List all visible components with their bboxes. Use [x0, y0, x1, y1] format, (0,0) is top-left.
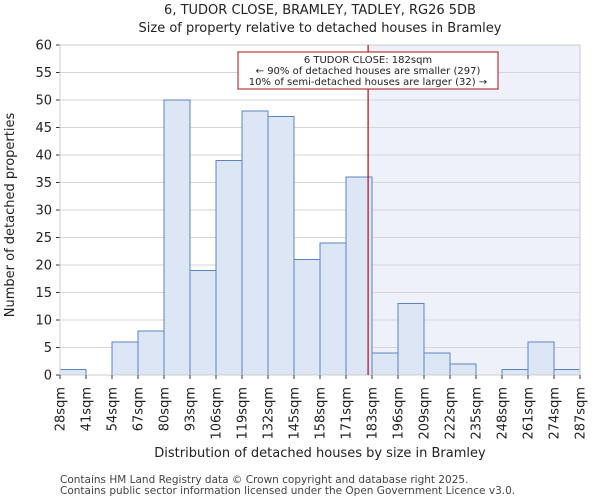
annotation-line-3: 10% of semi-detached houses are larger (…: [249, 77, 487, 88]
x-tick-label: 93sqm: [184, 387, 199, 431]
x-tick-label: 106sqm: [210, 387, 225, 440]
y-tick-label: 55: [35, 66, 52, 81]
x-tick-label: 287sqm: [574, 387, 589, 440]
footer-line-1: Contains HM Land Registry data © Crown c…: [60, 474, 468, 486]
chart-title: 6, TUDOR CLOSE, BRAMLEY, TADLEY, RG26 5D…: [164, 3, 476, 18]
x-tick-label: 183sqm: [366, 387, 381, 440]
y-tick-label: 40: [35, 149, 52, 164]
y-tick-label: 45: [35, 121, 52, 136]
y-tick-label: 25: [35, 231, 52, 246]
bar: [215, 160, 243, 376]
annotation-line-2: ← 90% of detached houses are smaller (29…: [256, 66, 481, 77]
x-tick-label: 196sqm: [392, 387, 407, 440]
x-tick-label: 235sqm: [470, 387, 485, 440]
plot-area: 0 5 10 15 20 25 30 35 40 45 50 55 60 28sqm 41sqm 54sqm 6…: [35, 39, 588, 440]
bar: [163, 99, 191, 376]
bar: [241, 110, 269, 376]
bar: [371, 352, 399, 376]
x-tick-label: 80sqm: [158, 387, 173, 431]
x-tick-label: 41sqm: [80, 387, 95, 431]
bar: [449, 363, 477, 376]
bar: [267, 116, 295, 376]
chart-subtitle: Size of property relative to detached ho…: [139, 21, 502, 36]
footer-line-2: Contains public sector information licen…: [60, 485, 515, 497]
bar: [553, 369, 581, 376]
x-tick-label: 209sqm: [418, 387, 433, 440]
x-tick-label: 28sqm: [54, 387, 69, 431]
y-tick-label: 20: [35, 259, 52, 274]
bar: [59, 369, 87, 376]
x-tick-label: 261sqm: [522, 387, 537, 440]
annotation-line-1: 6 TUDOR CLOSE: 182sqm: [304, 55, 432, 66]
x-tick-label: 158sqm: [314, 387, 329, 440]
x-tick-label: 222sqm: [444, 387, 459, 440]
bar: [137, 330, 165, 376]
y-axis-label: Number of detached properties: [3, 113, 18, 318]
y-tick-label: 15: [35, 286, 52, 301]
x-tick-label: 54sqm: [106, 387, 121, 431]
x-tick-label: 119sqm: [236, 387, 251, 440]
x-axis-label: Distribution of detached houses by size …: [154, 446, 486, 461]
y-tick-label: 60: [35, 39, 52, 54]
x-tick-label: 145sqm: [288, 387, 303, 440]
x-tick-label: 132sqm: [262, 387, 277, 440]
bar: [423, 352, 451, 376]
annotation-box: [237, 51, 499, 90]
x-tick-label: 248sqm: [496, 387, 511, 440]
bar: [319, 242, 347, 376]
y-tick-label: 5: [44, 341, 52, 356]
bar: [527, 341, 555, 376]
bar: [189, 270, 217, 376]
y-tick-label: 10: [35, 314, 52, 329]
bar: [501, 369, 529, 376]
y-tick-label: 35: [35, 176, 52, 191]
x-tick-label: 274sqm: [548, 387, 563, 440]
x-tick-label: 171sqm: [340, 387, 355, 440]
bar: [111, 341, 139, 376]
bar: [293, 259, 321, 376]
y-tick-label: 0: [44, 369, 52, 384]
bar: [397, 303, 425, 376]
y-tick-label: 50: [35, 94, 52, 109]
x-tick-label: 67sqm: [132, 387, 147, 431]
y-tick-label: 30: [35, 204, 52, 219]
